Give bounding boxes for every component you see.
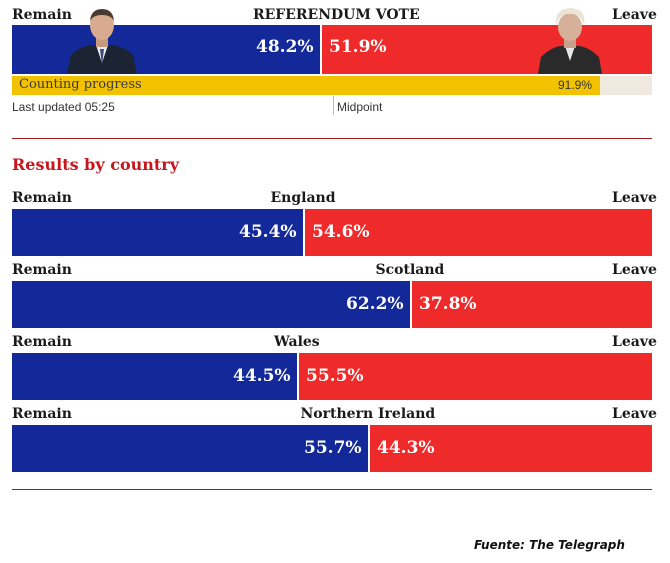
country-remain-bar [12,353,297,400]
country-leave-bar [305,209,652,256]
midpoint-label: Midpoint [337,100,383,114]
country-leave-percent: 37.8% [419,294,477,314]
last-updated: Last updated 05:25 [12,100,115,114]
counting-progress-label: Counting progress [19,77,142,92]
country-leave-label: Leave [612,262,657,278]
divider-bottom [12,489,652,490]
country-name: Scotland [375,262,445,278]
country-remain-percent: 62.2% [346,294,404,314]
overall-leave-percent: 51.9% [329,37,387,57]
country-leave-label: Leave [612,406,657,422]
overall-remain-percent: 48.2% [256,37,314,57]
country-remain-percent: 45.4% [239,222,297,242]
country-remain-label: Remain [12,406,72,422]
overall-result-chart: 48.2% 51.9% [12,8,652,74]
country-leave-percent: 44.3% [377,438,435,458]
counting-progress-fill [12,76,600,95]
country-remain-bar [12,209,303,256]
section-title: Results by country [12,155,180,174]
country-remain-label: Remain [12,190,72,206]
country-remain-label: Remain [12,262,72,278]
country-leave-bar [412,281,652,328]
country-name: Northern Ireland [300,406,436,422]
country-remain-bar [12,281,410,328]
country-leave-percent: 55.5% [306,366,364,386]
counting-progress-value: 91.9% [558,78,593,92]
counting-progress-track: Counting progress 91.9% [12,76,652,95]
remain-header-label: Remain [12,7,72,23]
country-remain-label: Remain [12,334,72,350]
overall-remain-bar [12,25,320,74]
country-remain-bar [12,425,368,472]
midpoint-marker [333,96,334,115]
leave-header-label: Leave [612,7,657,23]
country-leave-bar [299,353,652,400]
country-leave-bar [370,425,652,472]
country-remain-percent: 44.5% [233,366,291,386]
country-leave-label: Leave [612,190,657,206]
country-leave-percent: 54.6% [312,222,370,242]
page-title: REFERENDUM VOTE [253,7,420,23]
leave-leader-photo [538,8,602,74]
country-leave-label: Leave [612,334,657,350]
source-credit: Fuente: The Telegraph [474,538,625,552]
divider-top [12,138,652,139]
country-name: Wales [274,334,320,350]
country-remain-percent: 55.7% [304,438,362,458]
remain-leader-photo [67,9,137,74]
country-name: England [270,190,336,206]
